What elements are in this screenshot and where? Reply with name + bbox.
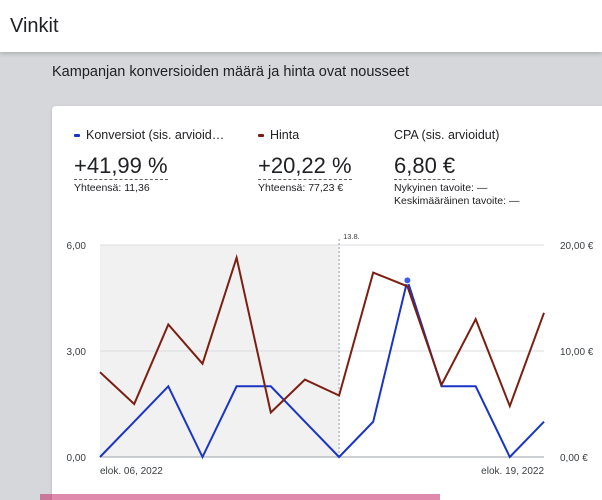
x-tick-label-end: elok. 19, 2022 xyxy=(481,466,544,477)
metric-cost-total: Yhteensä: 77,23 € xyxy=(258,182,344,194)
conversions-series-line xyxy=(99,276,545,460)
bottom-accent-bar xyxy=(40,494,440,500)
performance-line-chart[interactable]: 0,00 0,00 € 3,00 10,00 € 6,00 20,00 € 13.8. elo… xyxy=(52,106,602,500)
y-left-tick-label: 3,00 xyxy=(67,347,87,358)
y-right-tick-label: 20,00 € xyxy=(560,241,594,252)
header-bar: Vinkit xyxy=(0,0,602,52)
y-right-tick-label: 10,00 € xyxy=(560,347,594,358)
cost-legend-swatch xyxy=(258,133,264,137)
metric-cost[interactable]: Hinta +20,22 % Yhteensä: 77,23 € xyxy=(258,128,352,195)
metric-cpa-label: CPA (sis. arvioidut) xyxy=(394,128,500,142)
y-left-tick-label: 0,00 xyxy=(67,453,87,464)
conversions-highlight-point xyxy=(403,276,412,285)
insight-card: Konversiot (sis. arvioid… +41,99 % Yhtee… xyxy=(52,106,602,500)
insight-subtitle: Kampanjan konversioiden määrä ja hinta o… xyxy=(52,64,410,80)
y-right-tick-label: 0,00 € xyxy=(560,453,588,464)
y-left-tick-label: 6,00 xyxy=(67,241,87,252)
conversions-legend-swatch xyxy=(74,133,80,137)
metric-conversions-total: Yhteensä: 11,36 xyxy=(74,182,150,194)
metric-cpa-target-current: Nykyinen tavoite: — xyxy=(394,182,488,194)
metric-cost-value: +20,22 % xyxy=(258,153,352,180)
metric-conversions-label: Konversiot (sis. arvioid… xyxy=(86,128,225,142)
date-marker-label: 13.8. xyxy=(343,232,360,241)
cost-series-line xyxy=(99,253,545,415)
page-title: Vinkit xyxy=(10,14,59,37)
x-tick-label-start: elok. 06, 2022 xyxy=(100,466,163,477)
metric-conversions[interactable]: Konversiot (sis. arvioid… +41,99 % Yhtee… xyxy=(74,128,224,195)
metric-cpa-target-average: Keskimääräinen tavoite: — xyxy=(394,195,520,207)
metric-cpa-value: 6,80 € xyxy=(394,153,456,180)
metric-cost-label: Hinta xyxy=(270,128,300,142)
metric-cpa[interactable]: CPA (sis. arvioidut) 6,80 € Nykyinen tav… xyxy=(394,128,519,208)
metric-conversions-value: +41,99 % xyxy=(74,153,168,180)
